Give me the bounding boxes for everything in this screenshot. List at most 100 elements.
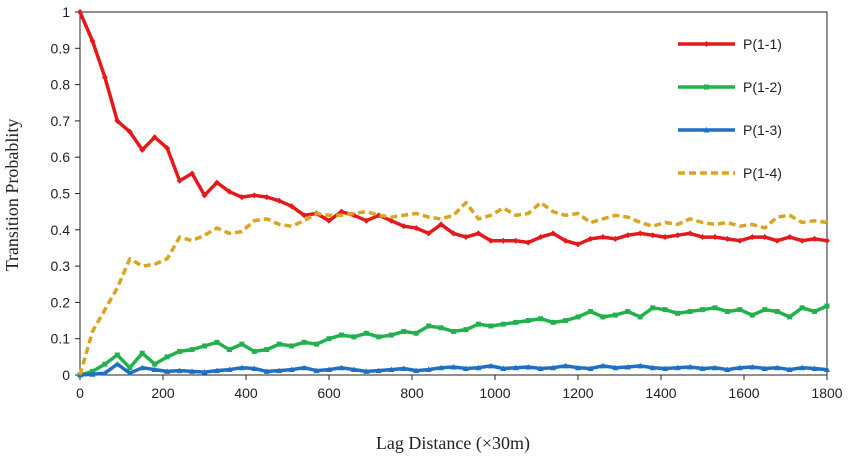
data-point xyxy=(587,365,594,371)
y-tick-label: 0.7 xyxy=(51,113,71,129)
data-point xyxy=(649,364,656,371)
x-tick-label: 1800 xyxy=(811,385,842,401)
data-point xyxy=(812,308,818,314)
data-point xyxy=(251,348,257,354)
legend-marker xyxy=(703,41,710,47)
legend-label: P(1-4) xyxy=(743,165,782,181)
data-point xyxy=(824,303,830,309)
data-point xyxy=(451,328,456,334)
y-tick-label: 0.2 xyxy=(51,294,71,310)
data-point xyxy=(226,366,233,373)
data-point xyxy=(787,314,793,320)
data-point xyxy=(251,365,258,371)
legend-label: P(1-2) xyxy=(743,79,782,95)
data-point xyxy=(114,117,121,124)
data-point xyxy=(226,188,233,195)
data-point xyxy=(687,230,694,237)
plot-area xyxy=(79,11,828,376)
data-point xyxy=(238,364,245,371)
data-point xyxy=(202,343,207,349)
data-point xyxy=(512,364,519,371)
data-point xyxy=(213,367,220,374)
data-point xyxy=(164,145,171,152)
data-point xyxy=(737,307,743,313)
data-point xyxy=(127,365,133,371)
data-point xyxy=(612,235,619,242)
data-point xyxy=(712,305,718,311)
series-group xyxy=(77,9,830,378)
data-point xyxy=(736,364,743,371)
data-point xyxy=(537,234,544,241)
data-point xyxy=(736,237,743,244)
data-point xyxy=(214,339,220,345)
x-tick-label: 400 xyxy=(234,385,258,401)
data-point xyxy=(314,341,320,347)
data-point xyxy=(425,366,432,373)
y-tick-label: 0.3 xyxy=(51,258,71,274)
y-tick-label: 0.1 xyxy=(51,331,71,347)
data-point xyxy=(824,237,830,244)
x-tick-label: 1400 xyxy=(645,385,676,401)
y-tick-label: 0.8 xyxy=(51,77,71,93)
data-point xyxy=(151,366,158,373)
x-tick-label: 200 xyxy=(151,385,175,401)
data-point xyxy=(774,237,781,244)
data-point xyxy=(624,364,631,370)
data-point xyxy=(711,364,718,371)
data-point xyxy=(438,364,445,371)
data-point xyxy=(301,364,308,371)
data-point xyxy=(637,314,643,320)
data-point xyxy=(438,221,445,228)
data-point xyxy=(699,234,706,241)
data-point xyxy=(525,239,532,246)
data-point xyxy=(238,194,245,201)
data-point xyxy=(326,217,332,224)
data-point xyxy=(139,350,145,356)
data-point xyxy=(675,310,681,316)
data-point xyxy=(487,362,494,369)
data-point xyxy=(276,367,283,374)
data-point xyxy=(413,224,420,231)
data-point xyxy=(537,365,544,371)
data-point xyxy=(77,9,83,15)
y-tick-label: 0.5 xyxy=(51,186,71,202)
data-point xyxy=(500,321,506,327)
data-point xyxy=(463,327,469,333)
data-point xyxy=(488,323,494,329)
x-axis: 0 200 400 600 800 1000 1200 1400 1600 1800 xyxy=(76,375,843,401)
data-point xyxy=(550,230,557,237)
data-point xyxy=(239,341,245,347)
data-point xyxy=(338,364,345,371)
y-axis: 0 0.1 0.2 0.3 0.4 0.5 0.6 0.7 0.8 0.9 1 xyxy=(51,4,80,383)
data-point xyxy=(189,347,195,353)
data-point xyxy=(400,365,407,371)
legend: P(1-1) P(1-2) P(1-3) P(1-4) xyxy=(678,36,782,181)
data-point xyxy=(550,364,557,371)
data-point xyxy=(587,308,593,314)
data-point xyxy=(126,128,133,135)
data-point xyxy=(350,366,357,373)
data-point xyxy=(799,364,806,371)
data-point xyxy=(599,362,606,369)
data-point xyxy=(338,332,344,338)
data-point xyxy=(326,366,332,373)
data-point xyxy=(213,179,220,186)
legend-marker xyxy=(704,84,709,90)
data-point xyxy=(562,362,569,369)
data-point xyxy=(313,367,320,374)
data-point xyxy=(139,364,146,371)
data-point xyxy=(438,325,444,331)
data-point xyxy=(388,217,395,224)
data-point xyxy=(201,192,208,199)
data-point xyxy=(101,74,108,81)
data-point xyxy=(263,194,270,201)
data-point xyxy=(288,366,295,373)
data-point xyxy=(152,361,158,367)
data-point xyxy=(749,364,756,370)
data-point xyxy=(101,370,108,376)
data-point xyxy=(662,365,669,371)
x-tick-label: 1000 xyxy=(479,385,510,401)
data-point xyxy=(649,232,656,239)
data-point xyxy=(587,235,594,242)
data-point xyxy=(475,364,482,371)
